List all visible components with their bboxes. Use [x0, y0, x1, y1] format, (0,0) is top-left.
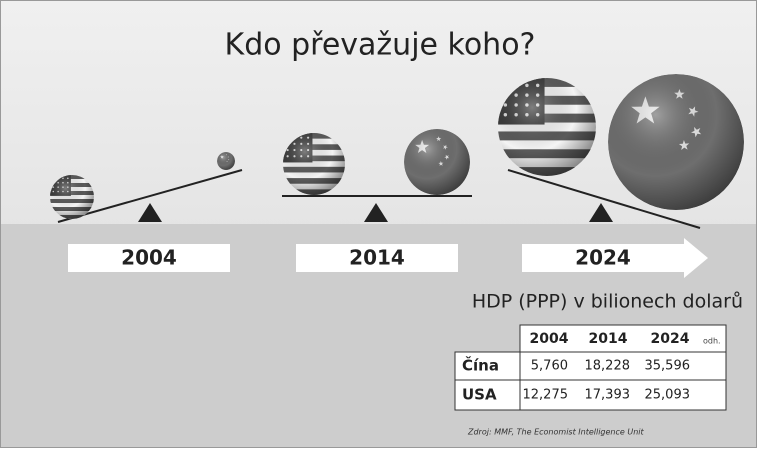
table-cell: 35,596 — [645, 359, 691, 374]
us-ball — [283, 133, 345, 195]
table-title: HDP (PPP) v bilionech dolarů — [472, 291, 743, 313]
shading — [50, 175, 94, 219]
shading — [283, 133, 345, 195]
table-header-cell: 2024 — [651, 331, 690, 347]
shading — [498, 78, 596, 176]
table-header-cell: 2004 — [530, 331, 569, 347]
year-label: 2024 — [575, 246, 631, 270]
year-label: 2004 — [121, 246, 177, 270]
source: Zdroj: MMF, The Economist Intelligence U… — [467, 428, 645, 437]
table-header-cell: 2014 — [589, 331, 628, 347]
china-ball — [608, 74, 744, 210]
table-cell: 18,228 — [585, 359, 631, 374]
table-cell: 5,760 — [531, 359, 568, 374]
shading — [217, 152, 235, 170]
title: Kdo převažuje koho? — [225, 28, 536, 63]
table-cell: 25,093 — [645, 388, 691, 403]
row-label: USA — [462, 386, 497, 404]
page: {"title": "Kdo převažuje koho?", "timeli… — [0, 0, 757, 448]
table-header-note: odh. — [703, 337, 721, 346]
row-label: Čína — [462, 356, 499, 375]
us-ball — [50, 175, 94, 219]
china-ball — [404, 129, 470, 195]
china-ball — [217, 152, 235, 170]
year-label: 2014 — [349, 246, 405, 270]
table-cell: 17,393 — [585, 388, 631, 403]
shading — [404, 129, 470, 195]
infographic: Kdo převažuje koho? 2004 2014 2024 HDP (… — [0, 0, 757, 448]
table-cell: 12,275 — [523, 388, 569, 403]
us-ball — [498, 78, 596, 176]
shading — [608, 74, 744, 210]
